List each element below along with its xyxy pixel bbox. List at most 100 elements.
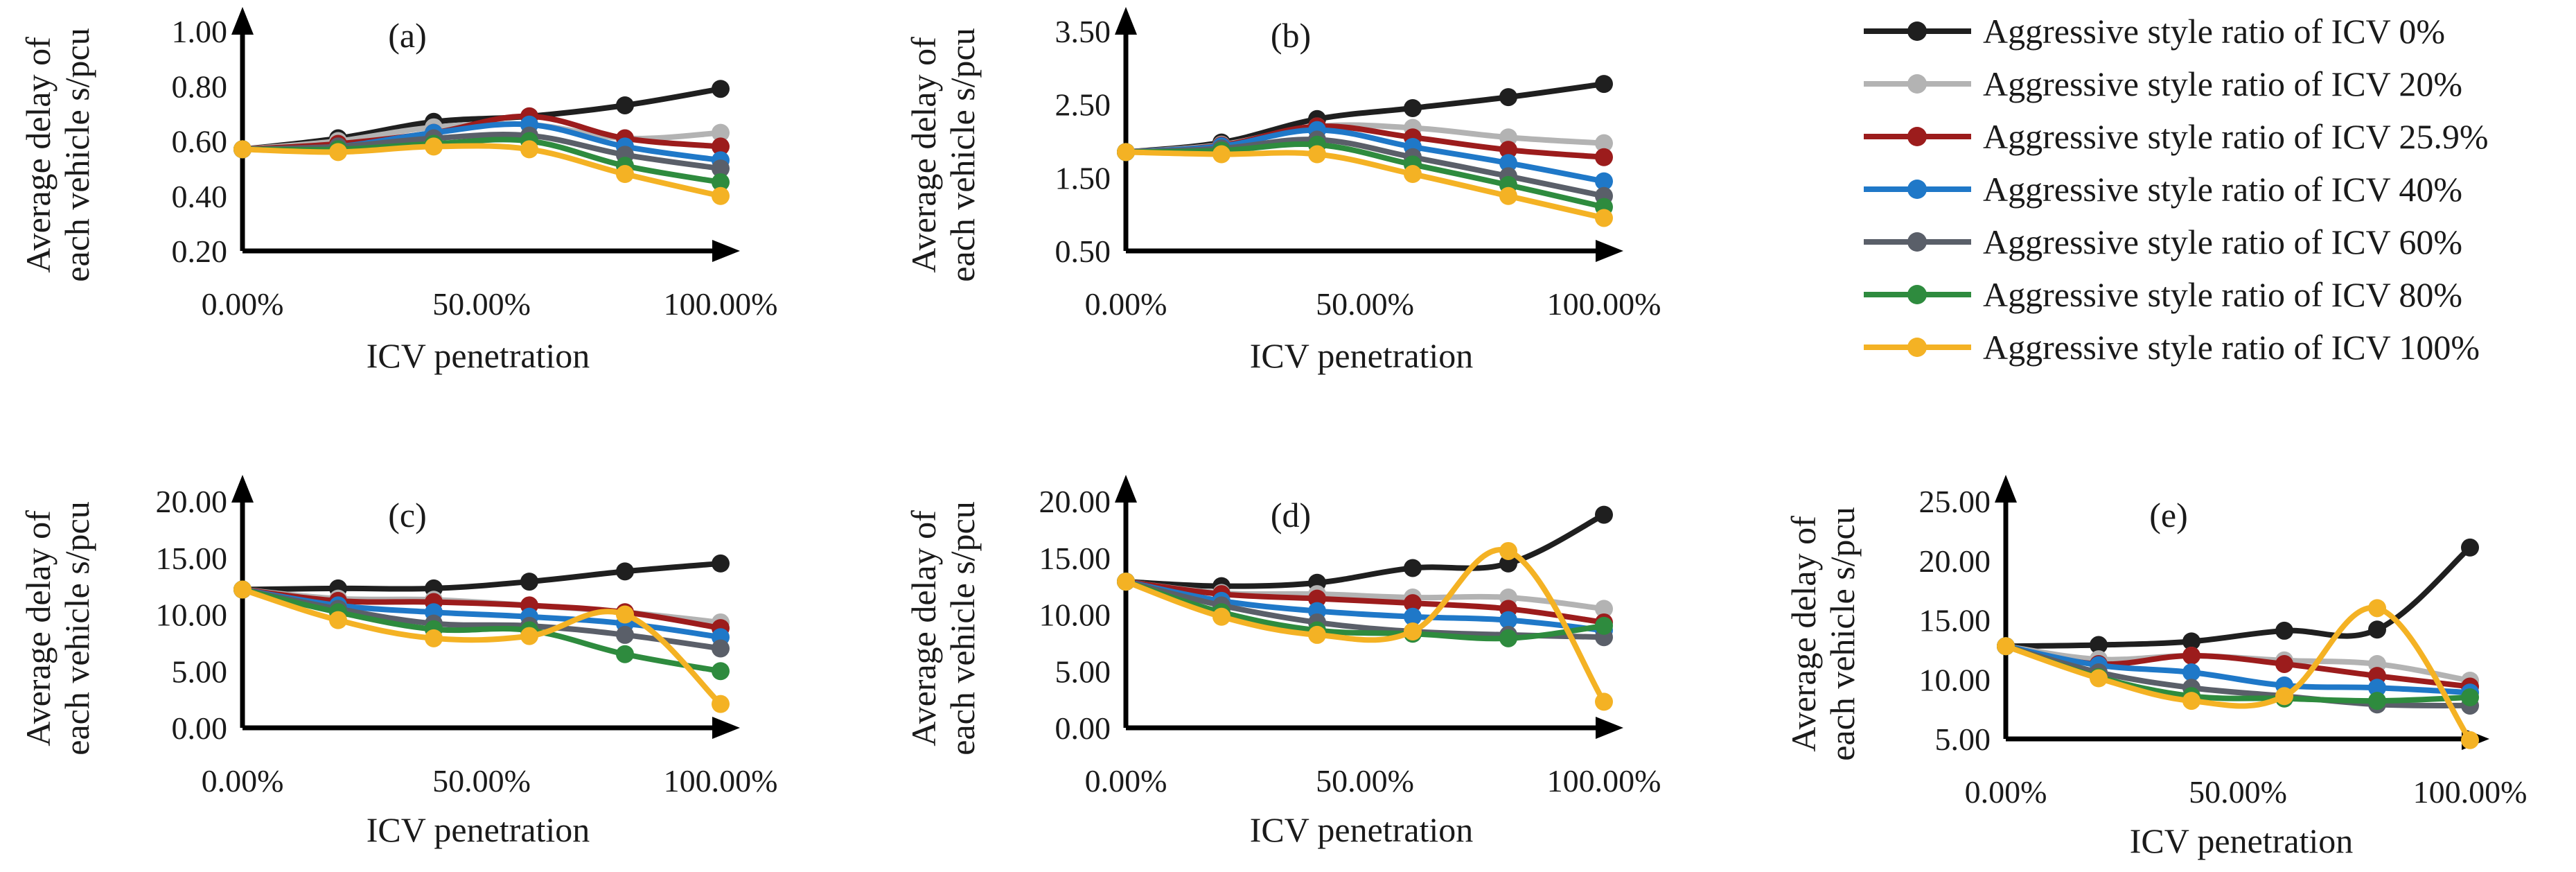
data-point — [616, 165, 634, 184]
legend-entry-aggressive-style-ratio-of-icv-40: Aggressive style ratio of ICV 40% — [1864, 170, 2462, 209]
y-tick-label: 10.00 — [156, 598, 228, 633]
data-point — [1404, 622, 1422, 641]
y-axis-title-line: Average delay of — [904, 510, 943, 747]
data-point — [712, 639, 730, 658]
data-point — [425, 629, 443, 647]
y-tick-label: 20.00 — [1039, 484, 1111, 519]
x-tick-label: 50.00% — [2189, 774, 2287, 810]
panel-label: (a) — [388, 16, 427, 55]
y-axis-title: Average delay ofeach vehicle s/pcu — [19, 501, 96, 755]
data-point — [2182, 632, 2200, 651]
data-point — [1499, 141, 1517, 159]
panel-a: 0.20 0.40 0.60 0.80 1.00 0.00% 50.00% 100.00% (a… — [19, 7, 777, 375]
chart-panels: 0.20 0.40 0.60 0.80 1.00 0.00% 50.00% 100.00% (a… — [19, 7, 2527, 860]
data-point — [616, 625, 634, 644]
y-axis-title-line: each vehicle s/pcu — [58, 28, 96, 281]
data-point — [616, 605, 634, 624]
x-axis-title: ICV penetration — [367, 810, 590, 849]
data-point — [2461, 688, 2479, 706]
data-point — [2368, 599, 2386, 618]
data-point — [1499, 554, 1517, 573]
x-axis-title: ICV penetration — [1250, 810, 1474, 849]
y-tick-label: 15.00 — [156, 541, 228, 576]
data-point — [712, 173, 730, 191]
legend-label: Aggressive style ratio of ICV 100% — [1983, 328, 2480, 367]
series-line — [240, 586, 723, 652]
legend-entry-aggressive-style-ratio-of-icv-80: Aggressive style ratio of ICV 80% — [1864, 275, 2462, 314]
y-tick-label: 5.00 — [1935, 722, 1991, 757]
data-point — [2461, 538, 2479, 557]
x-axis-title: ICV penetration — [1250, 336, 1474, 375]
legend-swatch-marker — [1907, 285, 1927, 304]
data-point — [1499, 88, 1517, 107]
series-aggressive-style-ratio-of-icv-100 — [1117, 143, 1613, 227]
y-tick-label: 15.00 — [1919, 603, 1991, 638]
data-point — [712, 554, 730, 573]
legend-entry-aggressive-style-ratio-of-icv-100: Aggressive style ratio of ICV 100% — [1864, 328, 2480, 367]
data-point — [1212, 145, 1230, 164]
x-tick-label: 0.00% — [202, 763, 284, 799]
data-point — [1595, 209, 1613, 227]
y-tick-label: 3.50 — [1055, 14, 1111, 49]
data-point — [1595, 692, 1613, 711]
panel-label: (e) — [2149, 496, 2188, 534]
x-axis-arrow-icon — [712, 717, 740, 739]
y-tick-label: 1.50 — [1055, 160, 1111, 195]
y-axis-arrow-icon — [231, 475, 254, 503]
series-line — [2003, 643, 2473, 708]
legend-label: Aggressive style ratio of ICV 25.9% — [1983, 117, 2489, 156]
series-line — [1123, 579, 1607, 625]
data-point — [520, 140, 538, 159]
legend-entry-aggressive-style-ratio-of-icv-20: Aggressive style ratio of ICV 20% — [1864, 64, 2462, 103]
legend-entry-aggressive-style-ratio-of-icv-60: Aggressive style ratio of ICV 60% — [1864, 223, 2462, 261]
data-point — [1308, 589, 1326, 608]
data-point — [616, 645, 634, 663]
panel-b: 0.50 1.50 2.50 3.50 0.00% 50.00% 100.00% (b) ICV… — [904, 7, 1661, 375]
panel-label: (d) — [1271, 496, 1311, 534]
data-point — [1404, 98, 1422, 117]
data-point — [2368, 620, 2386, 639]
y-tick-label: 0.50 — [1055, 234, 1111, 269]
data-point — [2090, 636, 2108, 654]
x-tick-label: 50.00% — [432, 286, 531, 322]
x-axis-arrow-icon — [1596, 717, 1623, 739]
y-tick-label: 0.00 — [172, 710, 228, 746]
legend-swatch-marker — [1907, 180, 1927, 199]
data-point — [616, 96, 634, 114]
data-point — [1404, 559, 1422, 577]
series-aggressive-style-ratio-of-icv-60 — [1997, 637, 2479, 715]
y-axis-arrow-icon — [231, 7, 254, 35]
panel-label: (c) — [388, 496, 427, 534]
data-point — [616, 562, 634, 581]
data-point — [712, 662, 730, 681]
data-point — [1308, 145, 1326, 164]
series-line — [2003, 643, 2473, 696]
series-line — [2003, 544, 2473, 649]
series-aggressive-style-ratio-of-icv-100 — [1997, 599, 2479, 749]
x-axis-title: ICV penetration — [367, 336, 590, 375]
y-tick-label: 25.00 — [1919, 484, 1991, 519]
series-aggressive-style-ratio-of-icv-0 — [1997, 538, 2479, 656]
data-point — [712, 123, 730, 142]
series-line — [240, 586, 723, 631]
data-point — [329, 143, 347, 162]
data-point — [2275, 654, 2293, 673]
y-axis-title: Average delay ofeach vehicle s/pcu — [904, 28, 982, 281]
y-tick-label: 1.00 — [172, 14, 228, 49]
panel-d: 0.00 5.00 10.00 15.00 20.00 0.00% 50.00% 100.00… — [904, 475, 1661, 849]
x-tick-label: 100.00% — [2413, 774, 2528, 810]
y-tick-label: 20.00 — [1919, 543, 1991, 579]
series-aggressive-style-ratio-of-icv-100 — [1117, 541, 1613, 711]
series-line — [1123, 579, 1607, 642]
data-point — [1595, 75, 1613, 94]
chart-legend: Aggressive style ratio of ICV 0% Aggressi… — [1864, 12, 2489, 367]
y-tick-label: 20.00 — [156, 484, 228, 519]
data-point — [1595, 600, 1613, 618]
x-axis-title: ICV penetration — [2130, 821, 2354, 860]
y-axis-arrow-icon — [1995, 475, 2017, 503]
data-point — [2461, 731, 2479, 749]
legend-label: Aggressive style ratio of ICV 0% — [1983, 12, 2445, 51]
series-aggressive-style-ratio-of-icv-0 — [233, 554, 730, 599]
data-point — [1595, 172, 1613, 191]
